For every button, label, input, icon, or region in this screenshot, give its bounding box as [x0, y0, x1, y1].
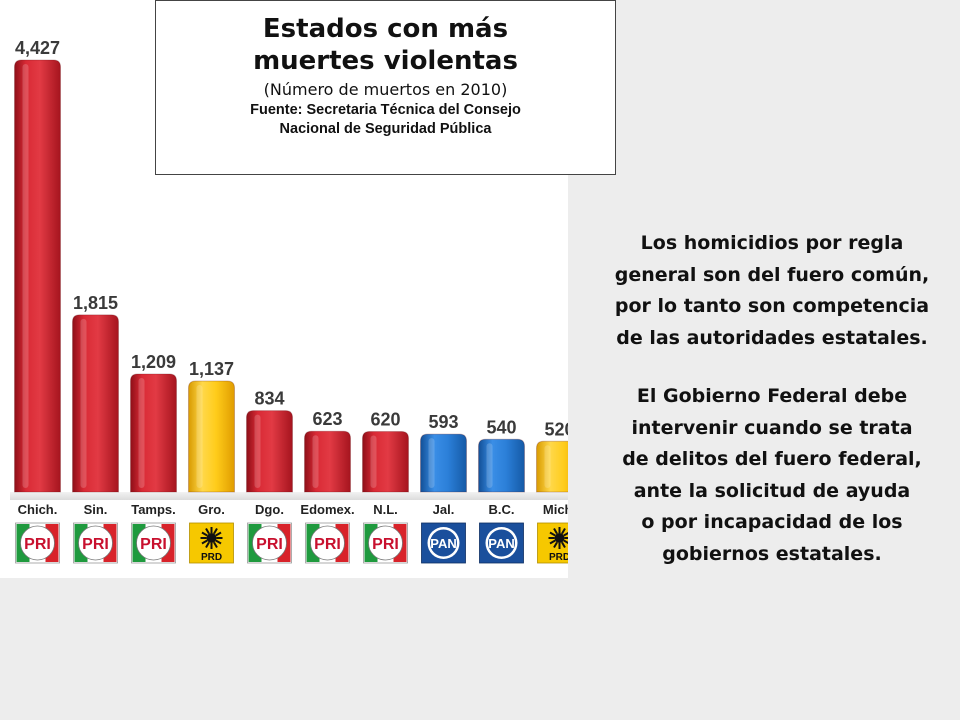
bar-group: 4,427 Chich. PRI	[14, 38, 61, 564]
bar-group: 540 B.C. PAN	[478, 417, 525, 564]
chart-source-line1: Fuente: Secretaria Técnica del Consejo	[250, 102, 521, 118]
bar-group: 834 Dgo. PRI	[246, 389, 293, 564]
pri-logo-icon: PRI	[131, 522, 176, 564]
commentary-paragraph-1: Los homicidios por regla general son del…	[590, 228, 954, 354]
bar-value-label: 520	[544, 419, 568, 439]
pri-logo-icon: PRI	[73, 522, 118, 564]
bar-value-label: 1,815	[73, 293, 118, 313]
commentary-line: de las autoridades estatales.	[616, 326, 928, 349]
bar-highlight	[544, 445, 551, 488]
bar	[130, 373, 177, 493]
pri-logo-icon: PRI	[305, 522, 350, 564]
svg-text:PRI: PRI	[314, 536, 341, 553]
bar-value-label: 540	[486, 417, 516, 437]
category-label: Sin.	[84, 502, 108, 517]
bar-highlight	[80, 318, 87, 488]
category-label: N.L.	[373, 502, 398, 517]
svg-text:PRD: PRD	[549, 552, 568, 563]
category-label: Edomex.	[300, 502, 354, 517]
chart-title-line1: Estados con más	[262, 14, 509, 44]
prd-logo-icon: PRD	[189, 522, 234, 564]
bar	[188, 380, 235, 493]
chart-floor	[10, 492, 568, 500]
title-box: Estados con más muertes violentas (Númer…	[155, 0, 616, 175]
pan-logo-icon: PAN	[479, 522, 524, 564]
commentary-paragraph-2: El Gobierno Federal debe intervenir cuan…	[590, 381, 954, 570]
bar-group: 623 Edomex. PRI	[300, 409, 355, 564]
bar-chart: 4,427 Chich. PRI 1,815 Sin. PRI 1,209 Tamps. PRI…	[10, 38, 568, 564]
category-label: Mich.	[543, 502, 568, 517]
pan-logo-icon: PAN	[421, 522, 466, 564]
bar-value-label: 4,427	[15, 38, 60, 58]
commentary-line: por lo tanto son competencia	[614, 295, 930, 317]
chart-source-line2: Nacional de Seguridad Pública	[279, 121, 492, 137]
bar-value-label: 593	[428, 412, 458, 432]
bar-value-label: 623	[312, 409, 342, 429]
category-label: Chich.	[18, 502, 58, 517]
prd-logo-icon: PRD	[537, 522, 568, 564]
svg-text:PRI: PRI	[256, 536, 283, 553]
commentary-line: Los homicidios por regla	[640, 232, 904, 254]
bar-value-label: 834	[254, 389, 284, 409]
bar-value-label: 620	[370, 409, 400, 429]
bar-highlight	[22, 64, 29, 488]
bar	[536, 440, 568, 493]
bar-group: 1,137 Gro. PRD	[188, 359, 235, 564]
svg-text:PRI: PRI	[82, 536, 109, 553]
category-label: B.C.	[489, 502, 515, 517]
pri-logo-icon: PRI	[363, 522, 408, 564]
category-label: Tamps.	[131, 502, 176, 517]
bar-highlight	[196, 385, 203, 488]
bar-group: 593 Jal. PAN	[420, 412, 467, 564]
svg-text:PRI: PRI	[372, 536, 399, 553]
bar-highlight	[138, 378, 145, 488]
bar-group: 1,815 Sin. PRI	[72, 293, 119, 564]
commentary-text: Los homicidios por regla general son del…	[590, 228, 954, 570]
bar	[304, 430, 351, 493]
bar-highlight	[486, 443, 493, 488]
commentary-line: gobiernos estatales.	[662, 542, 882, 565]
bar-group: 520 Mich. PRD	[536, 419, 568, 564]
commentary-line: general son del fuero común,	[614, 263, 930, 286]
bar	[14, 59, 61, 493]
svg-text:PRI: PRI	[24, 536, 51, 553]
pri-logo-icon: PRI	[247, 522, 292, 564]
category-label: Jal.	[433, 502, 455, 517]
svg-text:PRD: PRD	[201, 552, 222, 563]
bar-value-label: 1,137	[189, 359, 234, 379]
bar-highlight	[254, 414, 261, 488]
bar-highlight	[428, 438, 435, 488]
chart-title-line2: muertes violentas	[253, 46, 518, 76]
svg-text:PRI: PRI	[140, 536, 167, 553]
svg-text:PAN: PAN	[430, 536, 456, 551]
bar-highlight	[370, 435, 377, 488]
bar	[478, 438, 525, 493]
commentary-line: de delitos del fuero federal,	[622, 448, 922, 470]
bar-value-label: 1,209	[131, 352, 176, 372]
bar	[420, 433, 467, 493]
commentary-line: intervenir cuando se trata	[631, 416, 913, 439]
commentary-line: El Gobierno Federal debe	[636, 385, 908, 407]
chart-subtitle: (Número de muertos en 2010)	[263, 80, 508, 99]
commentary-line: ante la solicitud de ayuda	[633, 479, 911, 502]
paragraph-spacer	[590, 354, 954, 381]
bar	[362, 430, 409, 493]
commentary-line: o por incapacidad de los	[641, 511, 903, 533]
bar-highlight	[312, 435, 319, 488]
bar	[246, 410, 293, 493]
category-label: Gro.	[198, 502, 225, 517]
category-label: Dgo.	[255, 502, 284, 517]
svg-text:PAN: PAN	[488, 536, 514, 551]
bar	[72, 314, 119, 493]
bar-group: 1,209 Tamps. PRI	[130, 352, 177, 564]
bar-group: 620 N.L. PRI	[362, 409, 409, 564]
pri-logo-icon: PRI	[15, 522, 60, 564]
